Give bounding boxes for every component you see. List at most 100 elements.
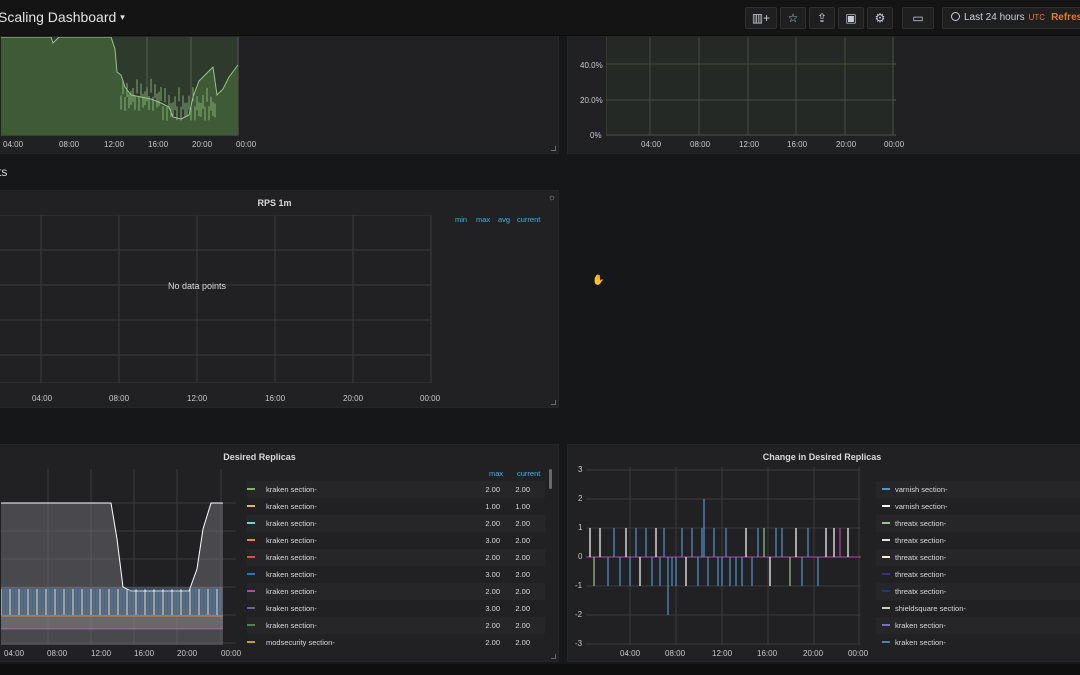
legend-item[interactable]: kraken section- bbox=[876, 617, 1080, 634]
legend-item[interactable]: kraken section- 3.00 2.00 bbox=[247, 566, 545, 583]
legend-name: kraken section- bbox=[266, 587, 317, 596]
y-tick: 40.0% bbox=[580, 61, 603, 70]
legend-item[interactable]: modsecurity section- 2.00 2.00 bbox=[247, 634, 545, 651]
panel-resize-handle[interactable] bbox=[551, 146, 556, 151]
legend-name: kraken section- bbox=[266, 570, 317, 579]
legend-max: 3.00 bbox=[485, 536, 500, 545]
y-tick: 2 bbox=[578, 494, 583, 503]
x-tick: 04:00 bbox=[3, 140, 24, 149]
hand-cursor-icon: ✋ bbox=[592, 275, 605, 286]
x-tick: 12:00 bbox=[91, 649, 112, 658]
x-tick: 04:00 bbox=[4, 649, 25, 658]
legend-header-min[interactable]: min bbox=[455, 215, 468, 224]
legend-name: modsecurity section- bbox=[266, 638, 335, 647]
legend-item[interactable]: threatx section- bbox=[876, 549, 1080, 566]
legend-name: kraken section- bbox=[895, 621, 946, 630]
legend-swatch bbox=[882, 488, 890, 490]
star-button[interactable]: ☆ bbox=[780, 7, 806, 29]
legend-item[interactable]: kraken section- 3.00 2.00 bbox=[247, 600, 545, 617]
legend-max: 3.00 bbox=[485, 604, 500, 613]
panel-title: Change in Desired Replicas bbox=[762, 452, 882, 462]
panel-title: RPS 1m bbox=[257, 198, 292, 208]
panel-resize-handle[interactable] bbox=[551, 400, 556, 405]
y-tick: -2 bbox=[575, 610, 583, 619]
row-title[interactable]: ts bbox=[0, 165, 8, 179]
legend-swatch bbox=[247, 624, 255, 626]
legend-item[interactable]: varnish section- bbox=[876, 498, 1080, 515]
legend-item[interactable]: kraken section- 1.00 1.00 bbox=[247, 498, 545, 515]
legend-max: 2.00 bbox=[485, 621, 500, 630]
legend-swatch bbox=[247, 590, 255, 592]
legend-header-current[interactable]: current bbox=[517, 215, 541, 224]
legend-swatch bbox=[882, 505, 890, 507]
legend-item[interactable]: kraken section- 2.00 2.00 bbox=[247, 481, 545, 498]
legend-item[interactable]: threatx section- bbox=[876, 583, 1080, 600]
legend-item[interactable]: threatx section- bbox=[876, 515, 1080, 532]
legend-swatch bbox=[882, 641, 890, 643]
tv-mode-button[interactable]: ▭ bbox=[902, 7, 934, 29]
series-band bbox=[1, 617, 223, 629]
graph-top-left bbox=[1, 37, 239, 136]
legend-item[interactable]: kraken section- bbox=[876, 634, 1080, 651]
add-panel-button[interactable]: ▥+ bbox=[745, 7, 777, 29]
legend-max: 2.00 bbox=[485, 485, 500, 494]
x-tick: 00:00 bbox=[884, 140, 905, 149]
settings-button[interactable]: ⚙ bbox=[867, 7, 893, 29]
plot-area bbox=[606, 37, 893, 135]
legend-item[interactable]: kraken section- 2.00 2.00 bbox=[247, 515, 545, 532]
save-button[interactable]: ▣ bbox=[838, 7, 864, 29]
legend-name: kraken section- bbox=[266, 536, 317, 545]
x-tick: 04:00 bbox=[620, 649, 641, 658]
x-tick: 16:00 bbox=[134, 649, 155, 658]
add-panel-icon: ▥+ bbox=[751, 11, 771, 25]
share-icon: ⇪ bbox=[816, 11, 828, 25]
share-button[interactable]: ⇪ bbox=[809, 7, 835, 29]
legend-current: 1.00 bbox=[515, 502, 530, 511]
x-tick: 04:00 bbox=[641, 140, 662, 149]
legend-swatch bbox=[882, 573, 890, 575]
x-tick: 12:00 bbox=[712, 649, 733, 658]
x-tick: 16:00 bbox=[265, 394, 286, 403]
refresh-label: Refresh e bbox=[1051, 12, 1080, 23]
series-area bbox=[1, 503, 223, 645]
legend-item[interactable]: varnish section- bbox=[876, 481, 1080, 498]
no-data-message: No data points bbox=[168, 281, 227, 291]
panel-resize-handle[interactable] bbox=[551, 654, 556, 659]
legend-item[interactable]: threatx section- bbox=[876, 532, 1080, 549]
x-tick: 08:00 bbox=[690, 140, 711, 149]
legend-current: 2.00 bbox=[515, 485, 530, 494]
x-tick: 12:00 bbox=[187, 394, 208, 403]
x-tick: 08:00 bbox=[59, 140, 80, 149]
legend-item[interactable]: kraken section- 2.00 2.00 bbox=[247, 617, 545, 634]
legend-item[interactable]: kraken section- 2.00 2.00 bbox=[247, 583, 545, 600]
y-tick: 0% bbox=[590, 131, 602, 140]
panel-change-desired-replicas: Change in Desired Replicas 3 2 1 0 -1 -2… bbox=[567, 444, 1080, 662]
legend-item[interactable]: kraken section- 2.00 2.00 bbox=[247, 549, 545, 566]
dashboard-title-dropdown[interactable]: Scaling Dashboard ▾ bbox=[0, 9, 125, 25]
legend-header-current[interactable]: current bbox=[517, 469, 541, 478]
x-tick: 00:00 bbox=[236, 140, 257, 149]
legend-current: 2.00 bbox=[515, 553, 530, 562]
x-tick: 12:00 bbox=[104, 140, 125, 149]
legend-name: threatx section- bbox=[895, 587, 947, 596]
y-tick: -3 bbox=[575, 639, 583, 648]
legend-header-max[interactable]: max bbox=[489, 469, 504, 478]
legend-header-avg[interactable]: avg bbox=[498, 215, 511, 224]
legend-item[interactable]: shieldsquare section- bbox=[876, 600, 1080, 617]
legend-name: kraken section- bbox=[266, 604, 317, 613]
legend-swatch bbox=[247, 539, 255, 541]
legend-name: threatx section- bbox=[895, 570, 947, 579]
legend-swatch bbox=[247, 522, 255, 524]
panel-title: Desired Replicas bbox=[223, 452, 296, 462]
legend-max: 3.00 bbox=[485, 570, 500, 579]
legend-item[interactable]: kraken section- 3.00 2.00 bbox=[247, 532, 545, 549]
x-tick: 16:00 bbox=[757, 649, 778, 658]
legend-item[interactable]: threatx section- bbox=[876, 566, 1080, 583]
legend-current: 2.00 bbox=[515, 604, 530, 613]
x-tick: 08:00 bbox=[109, 394, 130, 403]
legend-scrollbar[interactable] bbox=[549, 469, 552, 489]
x-tick: 00:00 bbox=[221, 649, 242, 658]
legend-header-max[interactable]: max bbox=[476, 215, 491, 224]
legend-current: 2.00 bbox=[515, 621, 530, 630]
